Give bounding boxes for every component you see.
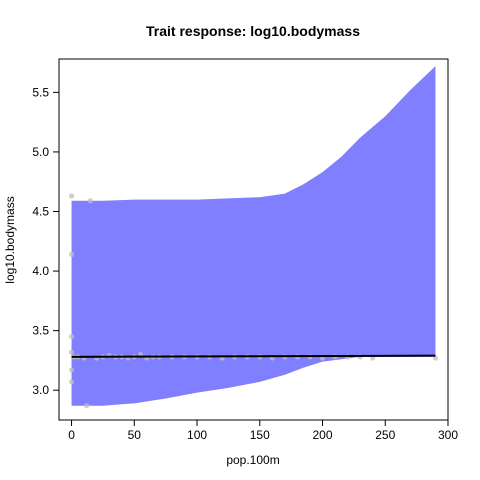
plot-frame bbox=[58, 58, 449, 421]
fit-line-layer bbox=[71, 354, 436, 358]
y-tick-label: 3.0 bbox=[32, 383, 49, 397]
data-point bbox=[68, 367, 75, 373]
x-tick-label: 0 bbox=[68, 428, 75, 442]
x-tick-label: 50 bbox=[128, 428, 142, 442]
data-point bbox=[84, 403, 90, 409]
y-axis-label: log10.bodymass bbox=[3, 196, 17, 283]
x-tick-label: 250 bbox=[375, 428, 395, 442]
x-tick-label: 100 bbox=[187, 428, 207, 442]
data-point bbox=[68, 379, 75, 385]
x-axis-label: pop.100m bbox=[226, 453, 279, 467]
confidence-band bbox=[71, 66, 436, 406]
x-tick-label: 200 bbox=[313, 428, 333, 442]
data-point bbox=[68, 251, 75, 257]
data-point bbox=[68, 334, 75, 340]
x-tick-label: 300 bbox=[438, 428, 458, 442]
data-point bbox=[432, 355, 439, 361]
y-tick-label: 4.5 bbox=[32, 205, 49, 219]
data-point bbox=[68, 193, 75, 199]
y-axis: 3.0 3.5 4.0 4.5 5.0 5.5 bbox=[32, 85, 59, 397]
x-axis: 0 50 100 150 200 250 300 bbox=[68, 420, 458, 442]
y-tick-label: 3.5 bbox=[32, 324, 49, 338]
chart-title: Trait response: log10.bodymass bbox=[146, 23, 360, 39]
y-tick-label: 4.0 bbox=[32, 264, 49, 278]
x-tick-label: 150 bbox=[250, 428, 270, 442]
y-tick-label: 5.5 bbox=[32, 85, 49, 99]
confidence-band-layer bbox=[71, 66, 436, 406]
fit-line bbox=[71, 354, 436, 358]
data-point bbox=[68, 349, 75, 355]
data-point bbox=[87, 198, 93, 204]
y-tick-label: 5.0 bbox=[32, 145, 49, 159]
